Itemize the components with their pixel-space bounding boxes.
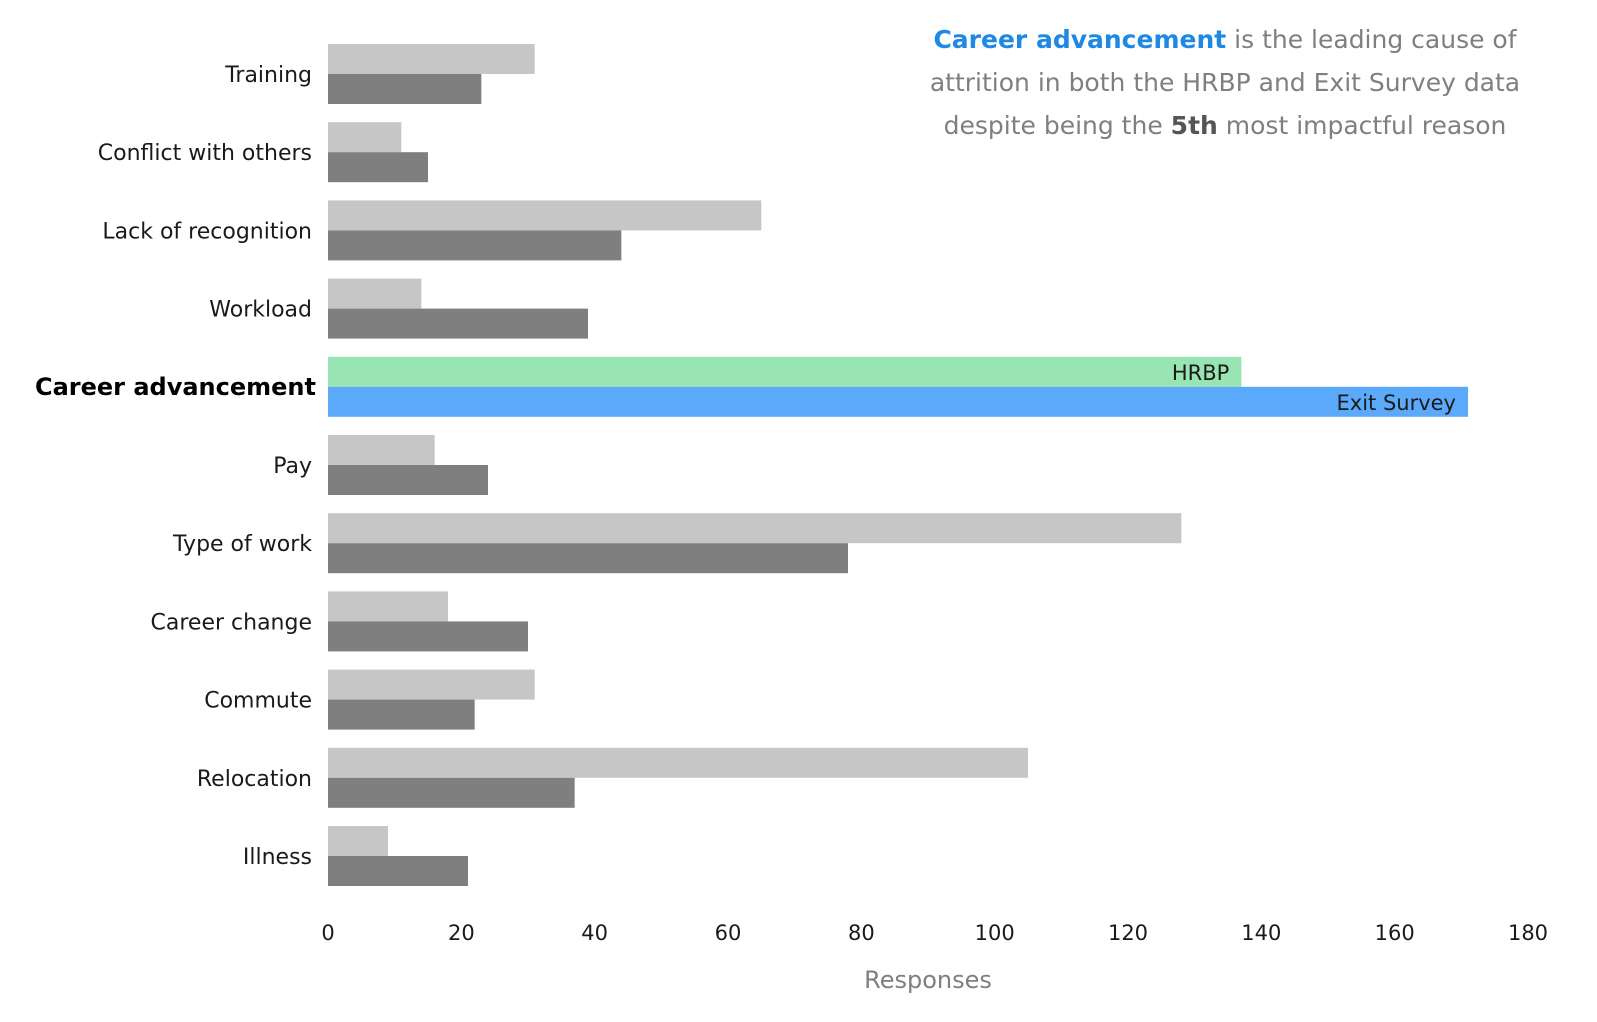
bars-group <box>328 44 1468 886</box>
annotation-line-1: Career advancement is the leading cause … <box>880 18 1570 61</box>
x-tick-label-0: 0 <box>321 921 334 945</box>
category-labels: Training Conflict with others Lack of reco… <box>35 63 316 870</box>
bar-hrbp-career-advancement <box>328 356 1242 387</box>
annotation-line-3: despite being the 5th most impactful rea… <box>880 104 1570 147</box>
chart-annotation: Career advancement is the leading cause … <box>880 18 1570 147</box>
bar-hrbp-illness <box>328 826 388 856</box>
category-label-conflict-with-others: Conflict with others <box>98 141 312 166</box>
bar-label-exit-survey: Exit Survey <box>1337 391 1457 415</box>
x-axis-title: Responses <box>864 966 992 994</box>
bar-hrbp-conflict-with-others <box>328 122 402 153</box>
bar-hrbp-training <box>328 44 535 74</box>
category-label-type-of-work: Type of work <box>172 532 312 557</box>
bar-hrbp-commute <box>328 669 535 700</box>
x-tick-label-160: 160 <box>1375 921 1415 945</box>
bar-exit-survey-commute <box>328 699 475 730</box>
annotation-line-1-rest: is the leading cause of <box>1226 25 1517 54</box>
category-label-lack-of-recognition: Lack of recognition <box>102 219 312 244</box>
bar-hrbp-career-change <box>328 591 448 622</box>
bar-exit-survey-workload <box>328 308 588 339</box>
category-label-illness: Illness <box>243 845 312 870</box>
x-tick-label-100: 100 <box>975 921 1015 945</box>
annotation-line-3-post: most impactful reason <box>1217 111 1507 140</box>
bar-hrbp-pay <box>328 435 435 465</box>
bar-exit-survey-type-of-work <box>328 543 848 574</box>
category-label-career-advancement: Career advancement <box>35 373 316 401</box>
category-label-relocation: Relocation <box>197 767 312 792</box>
x-tick-label-60: 60 <box>715 921 742 945</box>
bar-exit-survey-pay <box>328 465 488 495</box>
x-tick-label-120: 120 <box>1108 921 1148 945</box>
bar-hrbp-relocation <box>328 747 1028 778</box>
category-label-career-change: Career change <box>151 610 312 635</box>
bar-exit-survey-training <box>328 74 482 104</box>
x-tick-label-40: 40 <box>581 921 608 945</box>
bar-exit-survey-career-change <box>328 621 528 652</box>
bar-exit-survey-career-advancement <box>328 386 1468 417</box>
annotation-bold: 5th <box>1170 111 1218 140</box>
x-tick-label-140: 140 <box>1241 921 1281 945</box>
category-label-commute: Commute <box>204 689 312 714</box>
x-tick-label-20: 20 <box>448 921 475 945</box>
bar-label-hrbp: HRBP <box>1172 361 1229 385</box>
bar-exit-survey-illness <box>328 856 468 886</box>
bar-exit-survey-conflict-with-others <box>328 152 428 183</box>
x-axis-ticks: 0 20 40 60 80 100 120 140 160 180 <box>321 921 1548 945</box>
bar-exit-survey-relocation <box>328 777 575 808</box>
bar-exit-survey-lack-of-recognition <box>328 230 622 261</box>
category-label-training: Training <box>224 63 312 88</box>
category-label-workload: Workload <box>209 298 312 323</box>
annotation-line-2: attrition in both the HRBP and Exit Surv… <box>929 68 1521 97</box>
bar-labels: HRBP Exit Survey <box>1172 361 1456 415</box>
annotation-line-3-pre: despite being the <box>943 111 1171 140</box>
x-tick-label-80: 80 <box>848 921 875 945</box>
bar-hrbp-workload <box>328 278 422 309</box>
bar-hrbp-lack-of-recognition <box>328 200 762 231</box>
annotation-highlight: Career advancement <box>933 25 1227 54</box>
category-label-pay: Pay <box>273 454 312 479</box>
bar-hrbp-type-of-work <box>328 513 1182 544</box>
x-tick-label-180: 180 <box>1508 921 1548 945</box>
